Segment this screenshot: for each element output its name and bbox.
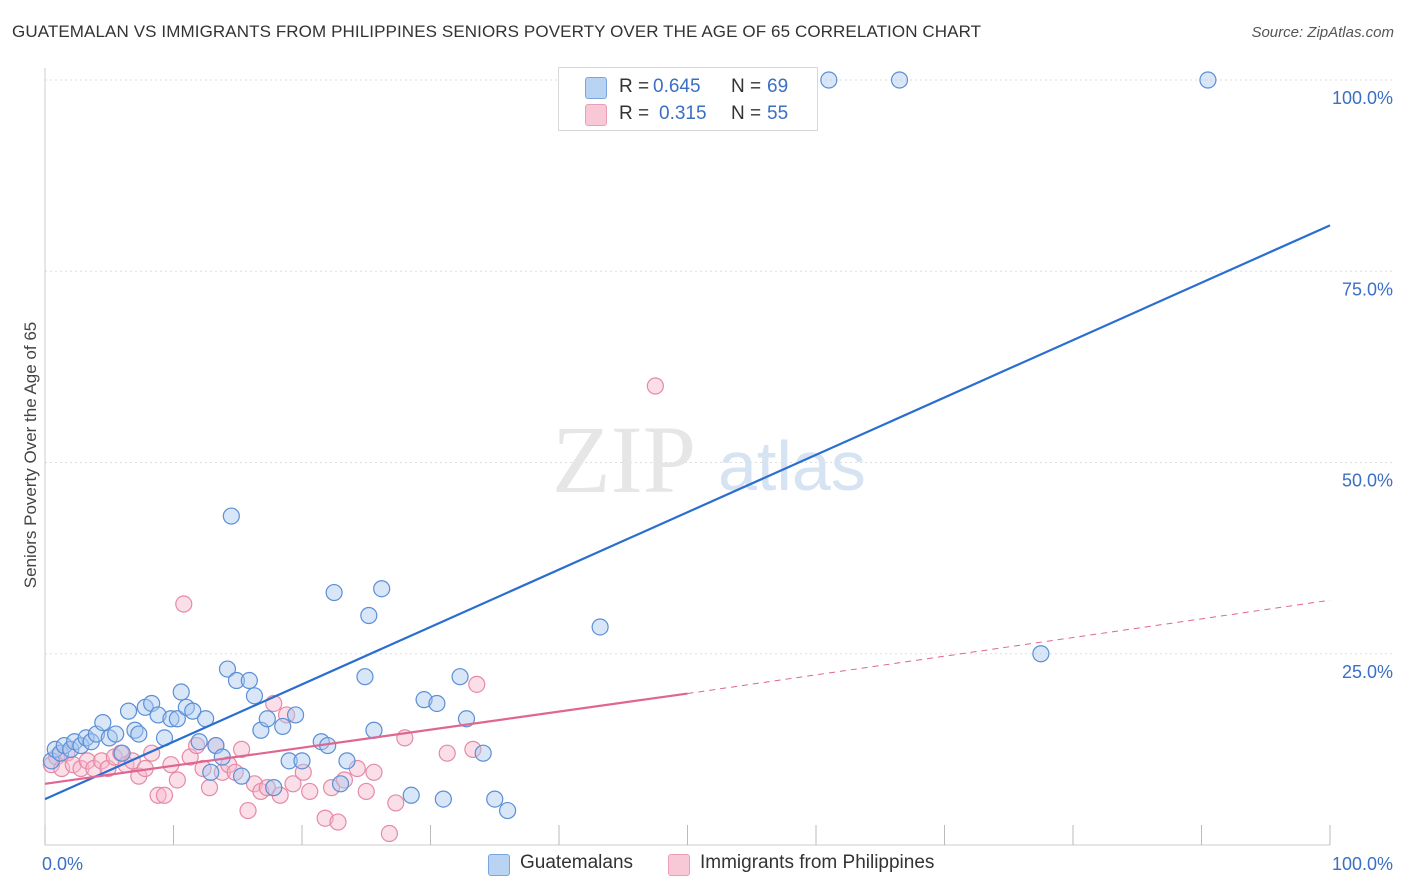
data-point: [360, 606, 378, 625]
correlation-legend: R = 0.645 N = 69 R = 0.315 N = 55: [558, 67, 818, 131]
tick-labels: 25.0% 50.0% 75.0% 100.0% 0.0% 100.0%: [42, 88, 1393, 874]
data-point: [162, 710, 180, 728]
y-tick-label: 75.0%: [1342, 279, 1393, 299]
data-point: [227, 671, 246, 690]
chart-title: GUATEMALAN VS IMMIGRANTS FROM PHILIPPINE…: [12, 22, 982, 41]
bottom-legend-label-philippines: Immigrants from Philippines: [700, 852, 935, 873]
data-point: [184, 702, 202, 720]
data-point: [356, 668, 374, 686]
data-point: [293, 752, 311, 770]
data-point: [415, 691, 433, 709]
data-point: [380, 824, 398, 843]
data-point: [149, 786, 167, 804]
data-point: [202, 763, 220, 781]
data-point: [434, 790, 452, 808]
data-point: [301, 782, 319, 801]
data-point: [168, 710, 186, 728]
data-point: [218, 660, 237, 678]
data-point: [468, 675, 486, 693]
data-point: [451, 668, 469, 686]
data-point: [890, 71, 909, 89]
data-point: [280, 752, 298, 770]
trend-line-philippines-extension: [687, 599, 1331, 695]
series-guatemalans-points: [42, 71, 1217, 820]
legend-r-label: R =: [619, 103, 650, 124]
data-point: [258, 710, 276, 728]
data-point: [329, 813, 347, 831]
data-point: [325, 583, 343, 602]
grid-lines: [45, 79, 1392, 655]
data-point: [245, 687, 264, 705]
data-point: [119, 702, 138, 720]
x-tick-label: 0.0%: [42, 854, 83, 874]
legend-n-value: 69: [767, 76, 789, 97]
data-point: [239, 801, 257, 820]
data-point: [365, 763, 383, 781]
data-point: [233, 740, 251, 758]
data-point: [387, 794, 405, 812]
data-point: [373, 580, 391, 598]
y-axis-label: Seniors Poverty Over the Age of 65: [21, 322, 40, 588]
data-point: [331, 775, 350, 793]
data-point: [1032, 645, 1050, 663]
source-label: Source: ZipAtlas.com: [1251, 24, 1394, 41]
data-point: [464, 740, 482, 758]
legend-r-label: R =: [619, 76, 650, 97]
bottom-legend-swatch-guatemalans: [488, 854, 510, 876]
data-point: [338, 752, 356, 770]
y-tick-label: 50.0%: [1342, 471, 1393, 491]
data-point: [265, 779, 283, 797]
legend-n-value: 55: [767, 103, 789, 124]
y-tick-label: 100.0%: [1332, 88, 1393, 108]
data-point: [820, 71, 838, 89]
data-point: [646, 377, 664, 395]
data-point: [1199, 71, 1217, 89]
watermark-zip: ZIP: [552, 406, 696, 513]
data-point: [107, 725, 125, 743]
data-point: [322, 779, 341, 797]
data-point: [172, 683, 190, 701]
legend-swatch-guatemalans: [585, 77, 607, 99]
legend-r-value: 0.315: [659, 103, 707, 124]
bottom-legend-label-guatemalans: Guatemalans: [520, 852, 634, 873]
data-point: [486, 790, 504, 808]
data-point: [190, 733, 208, 751]
legend-r-value: 0.645: [653, 76, 701, 97]
data-point: [155, 786, 174, 804]
trend-lines: [44, 224, 1331, 801]
data-point: [258, 779, 276, 797]
data-point: [175, 595, 193, 613]
legend-swatch-philippines: [585, 104, 607, 126]
data-point: [402, 786, 420, 804]
data-point: [428, 694, 446, 713]
trend-line-philippines: [44, 692, 688, 785]
data-point: [284, 775, 302, 793]
data-point: [130, 725, 148, 743]
data-point: [113, 744, 131, 762]
trend-line-guatemalans: [44, 224, 1331, 801]
data-point: [286, 706, 305, 724]
data-point: [316, 809, 334, 827]
data-point: [233, 767, 251, 785]
data-point: [591, 618, 609, 636]
data-point: [240, 671, 258, 690]
data-point: [457, 710, 476, 728]
data-point: [94, 713, 112, 732]
data-point: [200, 779, 219, 797]
axes: [44, 68, 1331, 846]
y-tick-label: 25.0%: [1342, 662, 1393, 682]
data-point: [474, 744, 492, 762]
legend-n-label: N =: [731, 103, 762, 124]
x-tick-label: 100.0%: [1332, 854, 1393, 874]
data-point: [149, 706, 167, 724]
legend-n-label: N =: [731, 76, 762, 97]
data-point: [222, 507, 240, 525]
data-point: [168, 771, 186, 789]
bottom-legend-swatch-philippines: [668, 854, 690, 876]
data-point: [274, 717, 292, 736]
data-point: [357, 782, 375, 801]
data-point: [438, 744, 456, 762]
data-point: [499, 801, 517, 820]
